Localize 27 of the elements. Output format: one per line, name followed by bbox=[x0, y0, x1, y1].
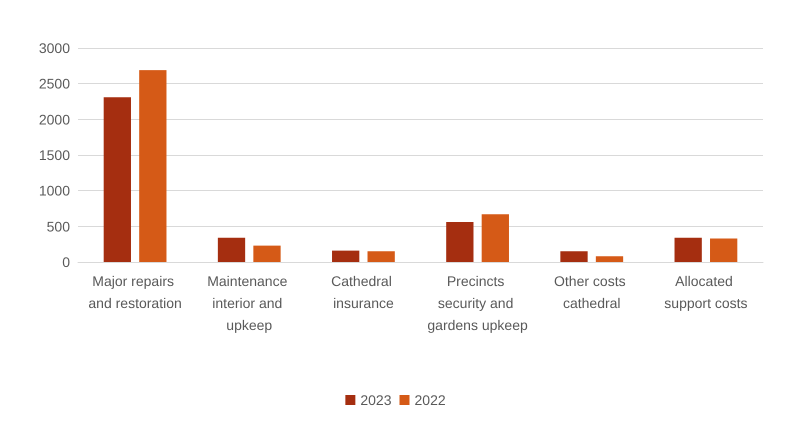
bar bbox=[253, 246, 281, 262]
bar bbox=[710, 238, 738, 262]
y-tick-label: 1500 bbox=[38, 147, 70, 163]
bar bbox=[482, 214, 509, 262]
y-tick-label: 2000 bbox=[38, 111, 70, 128]
bar bbox=[368, 251, 395, 262]
bar bbox=[139, 70, 166, 262]
x-tick-label: Major repairs and restoration bbox=[88, 273, 182, 311]
y-tick-label: 2500 bbox=[38, 76, 70, 92]
y-tick-label: 0 bbox=[62, 254, 70, 270]
bar bbox=[674, 238, 702, 262]
y-tick-label: 500 bbox=[46, 218, 70, 234]
y-tick-label: 1000 bbox=[38, 182, 70, 199]
bar bbox=[104, 97, 131, 262]
x-tick-label: Precincts security and gardens upkeep bbox=[427, 273, 528, 333]
x-tick-label: Maintenance interior and upkeep bbox=[207, 273, 292, 333]
bar bbox=[560, 251, 588, 262]
bar bbox=[332, 250, 360, 262]
legend-label: 2022 bbox=[414, 392, 446, 408]
x-tick-label: Allocated support costs bbox=[664, 273, 748, 311]
legend-label: 2023 bbox=[360, 392, 392, 408]
x-tick-label: Other costs cathedral bbox=[554, 273, 630, 311]
bar bbox=[596, 256, 624, 262]
x-tick-label: Cathedral insurance bbox=[331, 273, 396, 311]
y-tick-label: 3000 bbox=[38, 40, 70, 56]
bar bbox=[446, 222, 474, 262]
bar bbox=[218, 238, 246, 262]
